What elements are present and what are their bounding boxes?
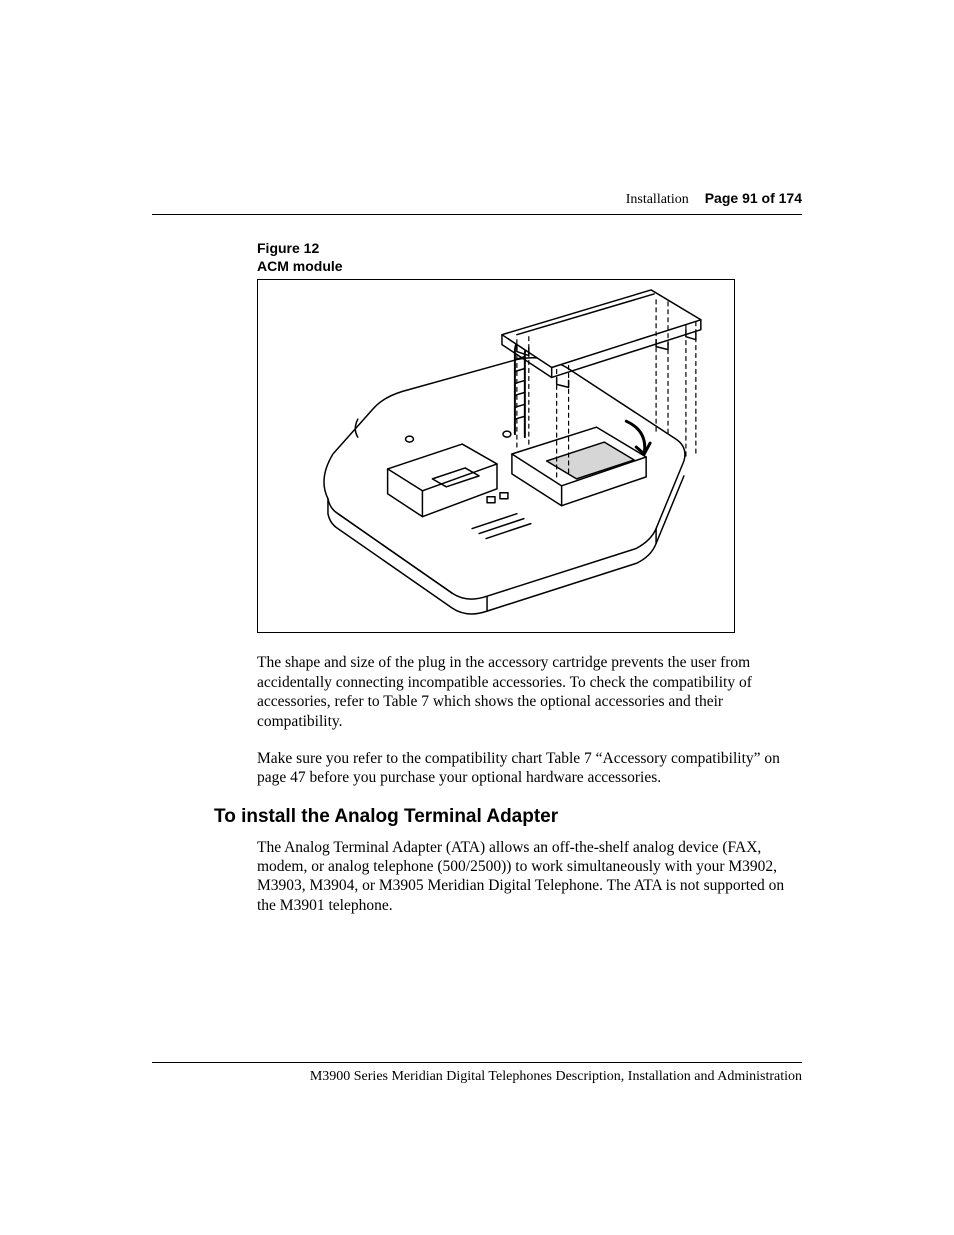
section-heading: To install the Analog Terminal Adapter — [214, 806, 802, 828]
footer-text: M3900 Series Meridian Digital Telephones… — [310, 1069, 802, 1084]
figure-frame — [257, 279, 735, 633]
header-section-name: Installation — [626, 192, 689, 208]
header-page-number: Page 91 of 174 — [705, 190, 802, 206]
page-footer: M3900 Series Meridian Digital Telephones… — [152, 1062, 802, 1085]
figure-label: Figure 12 ACM module — [257, 239, 802, 275]
figure-block: Figure 12 ACM module — [257, 239, 802, 633]
paragraph-1: The shape and size of the plug in the ac… — [257, 653, 802, 731]
figure-title: ACM module — [257, 257, 802, 275]
acm-module-illustration — [258, 280, 734, 632]
figure-number: Figure 12 — [257, 239, 802, 257]
document-page: Installation Page 91 of 174 Figure 12 AC… — [0, 0, 954, 1235]
page-header: Installation Page 91 of 174 — [152, 190, 802, 215]
paragraph-2: Make sure you refer to the compatibility… — [257, 749, 802, 788]
section-body: The Analog Terminal Adapter (ATA) allows… — [257, 838, 802, 916]
